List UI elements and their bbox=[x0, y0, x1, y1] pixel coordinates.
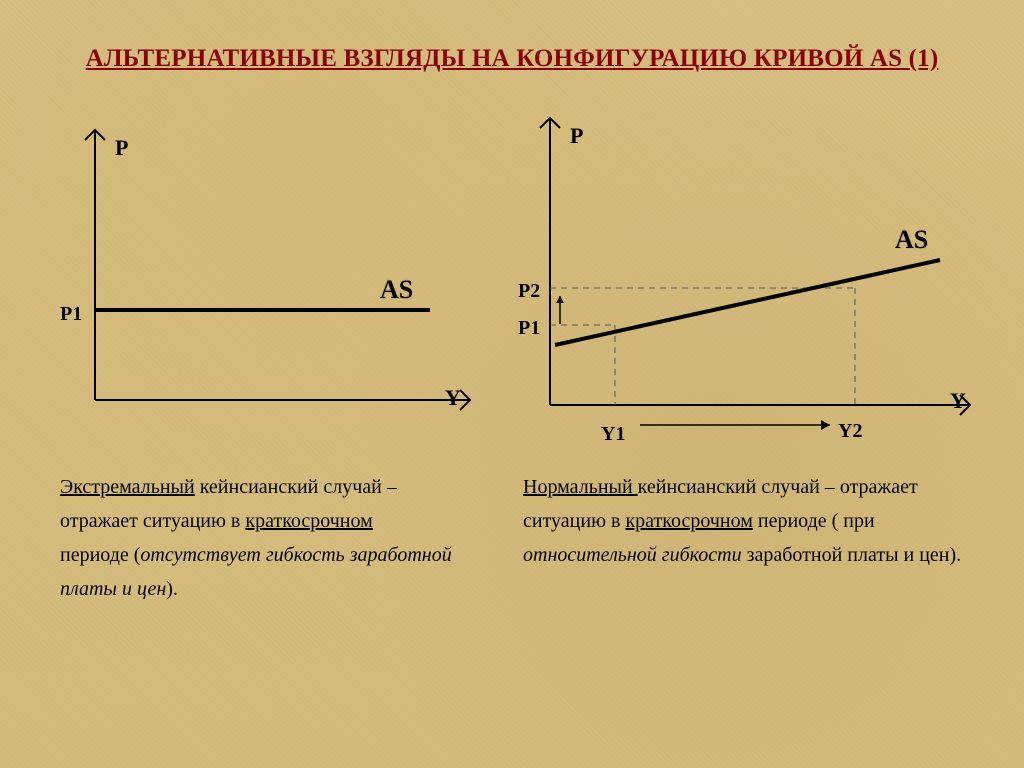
caption-left-text3a: периоде ( bbox=[60, 544, 140, 566]
caption-left: Экстремальный кейнсианский случай – отра… bbox=[60, 470, 500, 606]
caption-right-text3a: периоде ( при bbox=[753, 510, 875, 532]
caption-right-under2: краткосрочном bbox=[625, 510, 752, 532]
caption-right-text3b: заработной платы и цен). bbox=[742, 544, 962, 566]
caption-left-text1: кейнсианский случай – bbox=[195, 476, 397, 498]
caption-right-lead: Нормальный bbox=[523, 476, 638, 498]
caption-left-text2: отражает ситуацию в bbox=[60, 510, 245, 532]
chart-right-x-label: Y bbox=[950, 388, 966, 414]
chart-right-tick-y1: Y1 bbox=[601, 423, 625, 446]
caption-right: Нормальный кейнсианский случай – отражае… bbox=[523, 470, 963, 572]
chart-right bbox=[0, 0, 1024, 768]
caption-left-lead: Экстремальный bbox=[60, 476, 195, 498]
chart-right-tick-y2: Y2 bbox=[838, 420, 862, 443]
chart-right-tick-p1: P1 bbox=[518, 317, 540, 340]
chart-right-tick-p2: P2 bbox=[518, 280, 540, 303]
caption-right-em: относительной гибкости bbox=[523, 544, 742, 566]
caption-left-under2: краткосрочном bbox=[245, 510, 372, 532]
chart-right-as-label: AS bbox=[895, 225, 928, 255]
caption-left-text3b: ). bbox=[166, 578, 178, 600]
chart-right-y-label: P bbox=[570, 123, 583, 149]
